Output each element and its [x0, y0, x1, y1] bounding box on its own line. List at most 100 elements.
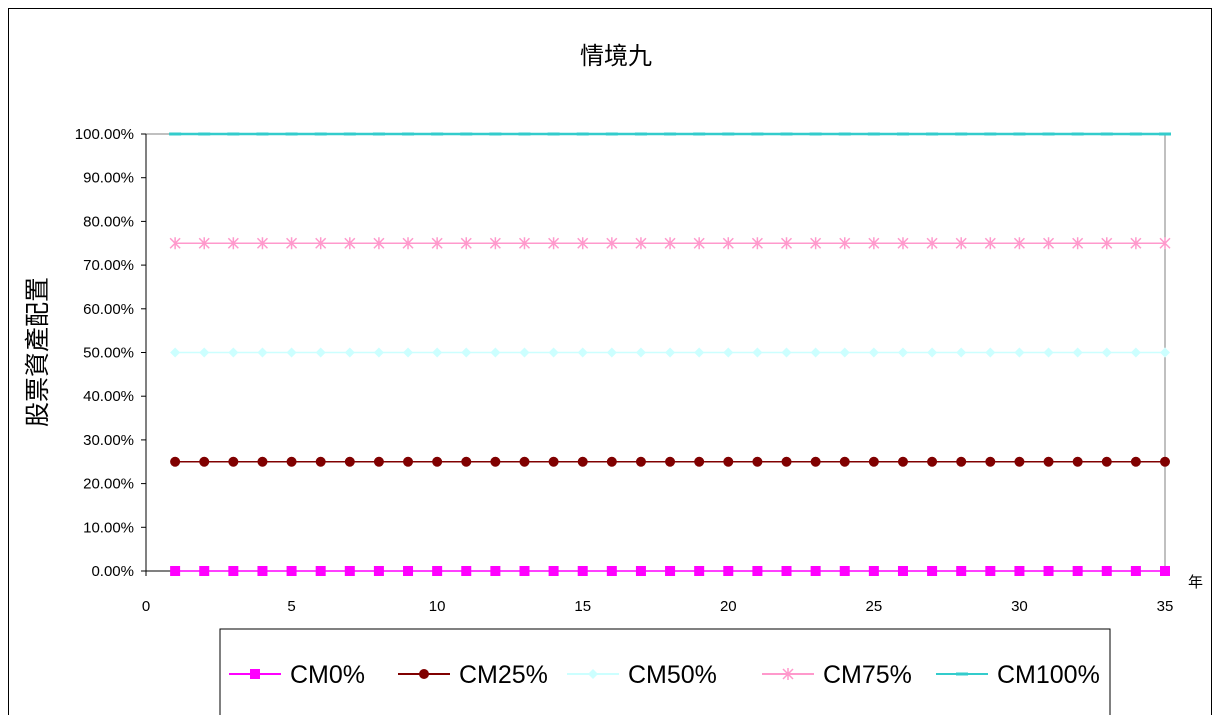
- data-point: [228, 456, 239, 467]
- data-point: [490, 566, 501, 576]
- data-point: [1101, 237, 1113, 250]
- series-layer: [169, 132, 1171, 576]
- y-tick-label: 50.00%: [83, 345, 134, 362]
- data-point: [461, 566, 472, 576]
- y-tick-label: 100.00%: [75, 126, 134, 143]
- data-point: [810, 566, 821, 576]
- data-point: [373, 456, 384, 467]
- data-point: [839, 566, 850, 576]
- data-point: [489, 237, 501, 250]
- data-point: [1130, 456, 1141, 467]
- data-point: [257, 347, 268, 358]
- data-point: [228, 347, 239, 358]
- data-point: [227, 237, 239, 250]
- data-point: [169, 237, 181, 250]
- data-point: [1101, 347, 1112, 358]
- data-point: [694, 566, 705, 576]
- data-point: [985, 456, 996, 467]
- data-point: [344, 566, 355, 576]
- legend-label: CM25%: [459, 661, 548, 689]
- data-point: [722, 237, 734, 250]
- data-point: [286, 237, 298, 250]
- data-point: [1043, 566, 1054, 576]
- data-point: [432, 566, 443, 576]
- legend-item-0: CM0%: [229, 661, 365, 689]
- data-point: [170, 347, 181, 358]
- data-point: [519, 347, 530, 358]
- data-point: [432, 456, 443, 467]
- chart-title: 情境九: [580, 42, 652, 70]
- data-point: [985, 347, 996, 358]
- data-point: [432, 347, 443, 358]
- series-2: [170, 347, 1170, 358]
- legend-label: CM50%: [628, 661, 717, 689]
- data-point: [606, 456, 617, 467]
- data-point: [956, 456, 967, 467]
- data-point: [170, 456, 181, 467]
- data-point: [1101, 566, 1112, 576]
- data-point: [1101, 456, 1112, 467]
- series-3: [169, 237, 1171, 250]
- data-point: [315, 237, 327, 250]
- data-point: [868, 347, 879, 358]
- data-point: [257, 456, 268, 467]
- legend-label: CM100%: [997, 661, 1100, 689]
- x-tick-label: 5: [287, 598, 295, 615]
- y-tick-label: 40.00%: [83, 388, 134, 405]
- data-point: [810, 456, 821, 467]
- data-point: [315, 347, 326, 358]
- data-point: [315, 456, 326, 467]
- data-point: [403, 566, 414, 576]
- y-tick-label: 0.00%: [91, 563, 134, 580]
- data-point: [810, 347, 821, 358]
- data-point: [606, 566, 617, 576]
- y-tick-label: 90.00%: [83, 170, 134, 187]
- axes: 0.00% 10.00% 20.00% 30.00% 40.00% 50.00% 60.00…: [75, 126, 1174, 615]
- data-point: [665, 566, 676, 576]
- data-point: [927, 566, 938, 576]
- x-tick-label: 30: [1011, 598, 1028, 615]
- data-point: [461, 456, 472, 467]
- series-1: [170, 456, 1170, 467]
- data-point: [984, 237, 996, 250]
- legend-item-3: CM75%: [762, 661, 912, 689]
- data-point: [577, 347, 588, 358]
- legend-marker: [419, 669, 429, 679]
- data-point: [897, 566, 908, 576]
- data-point: [548, 456, 559, 467]
- data-point: [199, 347, 210, 358]
- y-tick-label: 70.00%: [83, 257, 134, 274]
- data-point: [1072, 456, 1083, 467]
- data-point: [665, 347, 676, 358]
- data-point: [781, 566, 792, 576]
- legend: CM0% CM25% CM50% CM75% CM100%: [219, 628, 1111, 715]
- data-point: [519, 566, 530, 576]
- data-point: [577, 566, 588, 576]
- data-point: [1043, 237, 1055, 250]
- data-point: [1043, 456, 1054, 467]
- data-point: [635, 347, 646, 358]
- data-point: [373, 566, 384, 576]
- data-point: [897, 237, 909, 250]
- data-point: [1160, 347, 1170, 358]
- data-point: [1072, 347, 1083, 358]
- data-point: [1160, 566, 1170, 576]
- data-point: [460, 237, 472, 250]
- data-point: [548, 566, 559, 576]
- data-point: [868, 237, 880, 250]
- legend-item-1: CM25%: [398, 661, 548, 689]
- data-point: [635, 237, 647, 250]
- data-point: [955, 237, 967, 250]
- data-point: [518, 237, 531, 250]
- data-point: [315, 566, 326, 576]
- legend-box: [219, 628, 1111, 715]
- data-point: [694, 456, 705, 467]
- data-point: [723, 566, 734, 576]
- data-point: [810, 237, 822, 250]
- data-point: [1159, 237, 1171, 250]
- x-tick-label: 0: [142, 598, 150, 615]
- x-tick-label: 25: [866, 598, 883, 615]
- data-point: [286, 566, 297, 576]
- data-point: [664, 237, 676, 250]
